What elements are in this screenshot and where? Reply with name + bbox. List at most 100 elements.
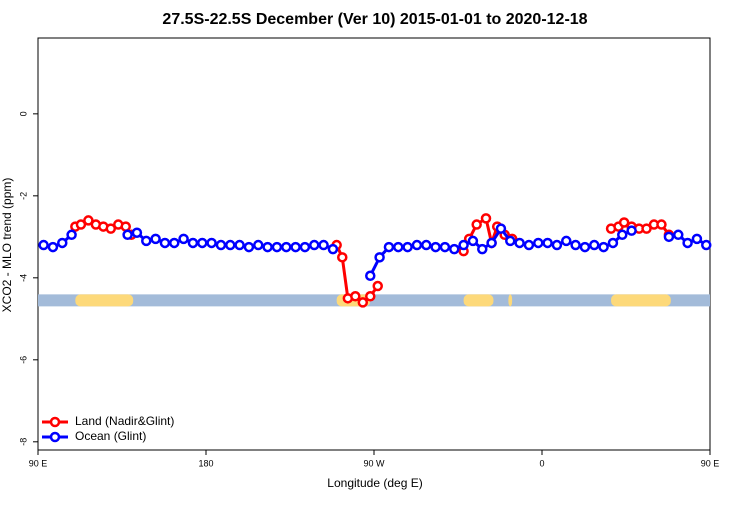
legend-marker	[49, 416, 61, 428]
point	[542, 237, 553, 249]
point	[486, 237, 497, 249]
point	[131, 227, 143, 238]
point	[673, 229, 684, 241]
point	[701, 239, 712, 251]
point	[83, 215, 94, 226]
y-tick-label: -4	[18, 274, 28, 282]
point	[271, 241, 283, 253]
point	[570, 239, 581, 251]
point	[656, 219, 667, 230]
point	[579, 241, 591, 253]
point	[561, 235, 572, 247]
point	[365, 291, 376, 302]
legend-label: Ocean (Glint)	[75, 429, 146, 443]
point	[141, 235, 152, 247]
point	[618, 217, 630, 228]
land-strip	[463, 294, 494, 307]
point	[122, 229, 133, 241]
point	[607, 237, 619, 249]
point	[402, 241, 413, 253]
point	[327, 243, 339, 255]
point	[449, 243, 460, 255]
point	[467, 235, 479, 247]
point	[626, 225, 637, 236]
y-tick-label: 0	[18, 111, 28, 116]
point	[383, 241, 395, 253]
point	[150, 233, 161, 245]
series-line	[74, 215, 671, 305]
point	[337, 252, 348, 263]
point	[421, 239, 432, 251]
point	[589, 239, 600, 251]
land-strip	[75, 294, 134, 307]
y-tick-label: -6	[18, 356, 28, 364]
y-axis-label: XCO2 - MLO trend (ppm)	[0, 178, 14, 313]
point	[350, 291, 361, 302]
point	[318, 239, 329, 251]
x-tick-label: 90 E	[29, 458, 48, 468]
point	[641, 223, 652, 234]
point	[66, 229, 77, 241]
x-tick-label: 90 E	[701, 458, 720, 468]
point	[505, 235, 516, 247]
point	[299, 241, 311, 253]
point	[225, 239, 236, 251]
point	[533, 237, 544, 249]
point	[357, 297, 369, 308]
series-line	[43, 226, 708, 277]
point	[495, 223, 507, 234]
x-tick-label: 180	[198, 458, 213, 468]
point	[411, 239, 423, 251]
legend-label: Land (Nadir&Glint)	[75, 414, 174, 428]
point	[663, 231, 675, 243]
point	[365, 270, 376, 282]
point	[215, 239, 227, 251]
y-tick-label: -8	[18, 438, 28, 446]
point	[682, 237, 693, 249]
x-axis-label: Longitude (deg E)	[327, 476, 422, 490]
point	[253, 239, 264, 251]
point	[617, 229, 628, 241]
point	[234, 239, 245, 251]
point	[477, 243, 488, 255]
point	[197, 237, 208, 249]
point	[374, 252, 385, 263]
ocean-strip	[38, 294, 710, 307]
point	[120, 221, 131, 232]
point	[38, 239, 49, 251]
point	[169, 237, 180, 249]
point	[206, 237, 217, 249]
point	[691, 233, 703, 245]
point	[551, 239, 563, 251]
point	[187, 237, 199, 249]
point	[514, 237, 525, 249]
point	[439, 241, 451, 253]
point	[178, 233, 189, 245]
point	[47, 241, 59, 253]
land-strip	[611, 294, 671, 307]
point	[75, 219, 87, 230]
point	[523, 239, 535, 251]
point	[105, 223, 117, 234]
point	[290, 241, 301, 253]
point	[309, 239, 320, 251]
point	[458, 239, 469, 251]
land-strip	[508, 294, 513, 307]
y-tick-label: -2	[18, 192, 28, 200]
point	[480, 213, 492, 224]
chart-title: 27.5S-22.5S December (Ver 10) 2015-01-01…	[162, 11, 587, 28]
point	[243, 241, 255, 253]
point	[281, 241, 292, 253]
point	[372, 280, 383, 292]
x-tick-label: 90 W	[363, 458, 385, 468]
point	[430, 241, 441, 253]
point	[262, 241, 273, 253]
point	[598, 241, 609, 253]
x-tick-label: 0	[539, 458, 544, 468]
point	[159, 237, 171, 249]
legend-marker	[49, 431, 61, 443]
point	[471, 219, 482, 230]
point	[57, 237, 68, 249]
point	[393, 241, 404, 253]
